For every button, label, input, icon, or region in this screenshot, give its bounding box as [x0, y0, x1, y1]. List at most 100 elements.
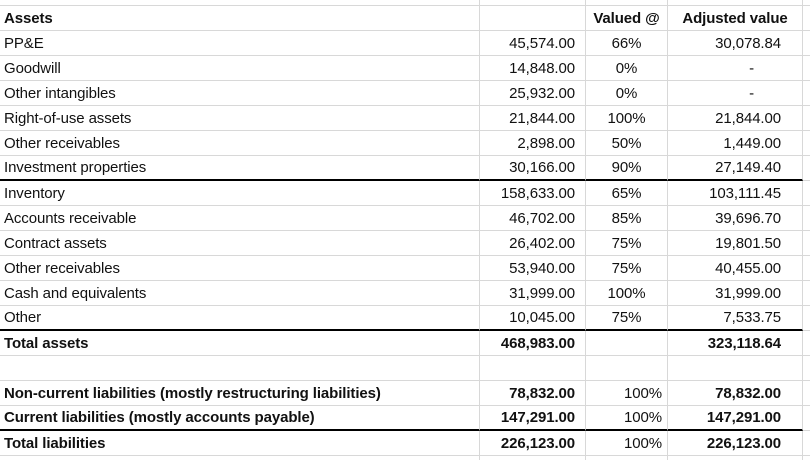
cell-adjusted-value[interactable]: 323,118.64 — [668, 331, 803, 356]
spacer-cell — [803, 0, 810, 6]
cell-asset-label[interactable]: Right-of-use assets — [0, 106, 480, 131]
table-header-row: Assets Valued @ Adjusted value — [0, 6, 810, 31]
cell-asset-label[interactable]: Total assets — [0, 331, 480, 356]
header-valued-at[interactable]: Valued @ — [586, 6, 668, 31]
spacer-cell — [803, 56, 810, 81]
spacer-cell — [480, 456, 586, 460]
cell-asset-label[interactable]: Contract assets — [0, 231, 480, 256]
cell-book-value[interactable]: 25,932.00 — [480, 81, 586, 106]
cell-valued-pct[interactable]: 100% — [586, 106, 668, 131]
cell-valued-pct[interactable]: 65% — [586, 181, 668, 206]
table-row: Other intangibles 25,932.00 0% - — [0, 81, 810, 106]
cell-valued-pct[interactable]: 0% — [586, 56, 668, 81]
cell-adjusted-value[interactable]: 40,455.00 — [668, 256, 803, 281]
cell-adjusted-value[interactable]: - — [668, 56, 803, 81]
cell-book-value[interactable]: 2,898.00 — [480, 131, 586, 156]
header-adjusted-value[interactable]: Adjusted value — [668, 6, 803, 31]
header-value-blank[interactable] — [480, 6, 586, 31]
cell-book-value[interactable]: 14,848.00 — [480, 56, 586, 81]
cell-adjusted-value[interactable]: 39,696.70 — [668, 206, 803, 231]
spacer-cell — [803, 356, 810, 381]
cell-asset-label[interactable] — [0, 356, 480, 381]
cell-adjusted-value[interactable]: 21,844.00 — [668, 106, 803, 131]
cell-book-value[interactable] — [480, 356, 586, 381]
cell-adjusted-value[interactable] — [668, 356, 803, 381]
spacer-cell — [803, 306, 810, 331]
cell-liability-label[interactable]: Non-current liabilities (mostly restruct… — [0, 381, 480, 406]
cell-book-value[interactable]: 78,832.00 — [480, 381, 586, 406]
cell-adjusted-value[interactable]: 103,111.45 — [668, 181, 803, 206]
spacer-cell — [803, 406, 810, 431]
cell-book-value[interactable]: 30,166.00 — [480, 156, 586, 181]
spacer-cell — [803, 281, 810, 306]
spacer-cell — [0, 456, 480, 460]
cell-adjusted-value[interactable]: 19,801.50 — [668, 231, 803, 256]
cell-book-value[interactable]: 158,633.00 — [480, 181, 586, 206]
cell-book-value[interactable]: 45,574.00 — [480, 31, 586, 56]
cell-valued-pct[interactable]: 100% — [586, 381, 668, 406]
cell-liability-label[interactable]: Current liabilities (mostly accounts pay… — [0, 406, 480, 431]
cell-adjusted-value[interactable]: 7,533.75 — [668, 306, 803, 331]
cell-book-value[interactable]: 147,291.00 — [480, 406, 586, 431]
spacer-cell — [803, 106, 810, 131]
cell-adjusted-value[interactable]: 226,123.00 — [668, 431, 803, 456]
cell-adjusted-value[interactable]: - — [668, 81, 803, 106]
spacer-cell — [0, 0, 480, 6]
spacer-cell — [803, 181, 810, 206]
cell-adjusted-value[interactable]: 27,149.40 — [668, 156, 803, 181]
header-assets[interactable]: Assets — [0, 6, 480, 31]
cell-adjusted-value[interactable]: 147,291.00 — [668, 406, 803, 431]
cell-asset-label[interactable]: Accounts receivable — [0, 206, 480, 231]
cell-valued-pct[interactable]: 90% — [586, 156, 668, 181]
cell-asset-label[interactable]: Goodwill — [0, 56, 480, 81]
cell-adjusted-value[interactable]: 1,449.00 — [668, 131, 803, 156]
cell-asset-label[interactable]: Other receivables — [0, 131, 480, 156]
cell-book-value[interactable]: 226,123.00 — [480, 431, 586, 456]
partial-row-top — [0, 0, 810, 6]
spacer-cell — [803, 381, 810, 406]
cell-valued-pct[interactable]: 75% — [586, 231, 668, 256]
spacer-cell — [803, 131, 810, 156]
cell-adjusted-value[interactable]: 78,832.00 — [668, 381, 803, 406]
cell-valued-pct[interactable]: 85% — [586, 206, 668, 231]
spacer-cell — [586, 0, 668, 6]
cell-valued-pct[interactable] — [586, 331, 668, 356]
cell-valued-pct[interactable]: 66% — [586, 31, 668, 56]
cell-book-value[interactable]: 53,940.00 — [480, 256, 586, 281]
cell-book-value[interactable]: 21,844.00 — [480, 106, 586, 131]
cell-adjusted-value[interactable]: 30,078.84 — [668, 31, 803, 56]
cell-valued-pct[interactable]: 100% — [586, 431, 668, 456]
table-row: Other 10,045.00 75% 7,533.75 — [0, 306, 810, 331]
cell-asset-label[interactable]: PP&E — [0, 31, 480, 56]
cell-book-value[interactable]: 10,045.00 — [480, 306, 586, 331]
table-row: Contract assets 26,402.00 75% 19,801.50 — [0, 231, 810, 256]
cell-valued-pct[interactable]: 0% — [586, 81, 668, 106]
cell-book-value[interactable]: 468,983.00 — [480, 331, 586, 356]
spacer-cell — [803, 31, 810, 56]
cell-valued-pct[interactable]: 75% — [586, 306, 668, 331]
spacer-cell — [803, 431, 810, 456]
spacer-cell — [803, 456, 810, 460]
cell-asset-label[interactable]: Other intangibles — [0, 81, 480, 106]
cell-liability-label[interactable]: Total liabilities — [0, 431, 480, 456]
table-row: Other receivables 2,898.00 50% 1,449.00 — [0, 131, 810, 156]
cell-valued-pct[interactable]: 100% — [586, 281, 668, 306]
cell-asset-label[interactable]: Other — [0, 306, 480, 331]
spacer-cell — [803, 231, 810, 256]
spacer-cell — [803, 331, 810, 356]
cell-asset-label[interactable]: Inventory — [0, 181, 480, 206]
table-row: Other receivables 53,940.00 75% 40,455.0… — [0, 256, 810, 281]
cell-asset-label[interactable]: Investment properties — [0, 156, 480, 181]
cell-valued-pct[interactable]: 75% — [586, 256, 668, 281]
cell-book-value[interactable]: 46,702.00 — [480, 206, 586, 231]
cell-valued-pct[interactable]: 100% — [586, 406, 668, 431]
cell-valued-pct[interactable] — [586, 356, 668, 381]
cell-book-value[interactable]: 26,402.00 — [480, 231, 586, 256]
cell-adjusted-value[interactable]: 31,999.00 — [668, 281, 803, 306]
liability-row: Current liabilities (mostly accounts pay… — [0, 406, 810, 431]
cell-asset-label[interactable]: Cash and equivalents — [0, 281, 480, 306]
cell-valued-pct[interactable]: 50% — [586, 131, 668, 156]
cell-book-value[interactable]: 31,999.00 — [480, 281, 586, 306]
cell-asset-label[interactable]: Other receivables — [0, 256, 480, 281]
